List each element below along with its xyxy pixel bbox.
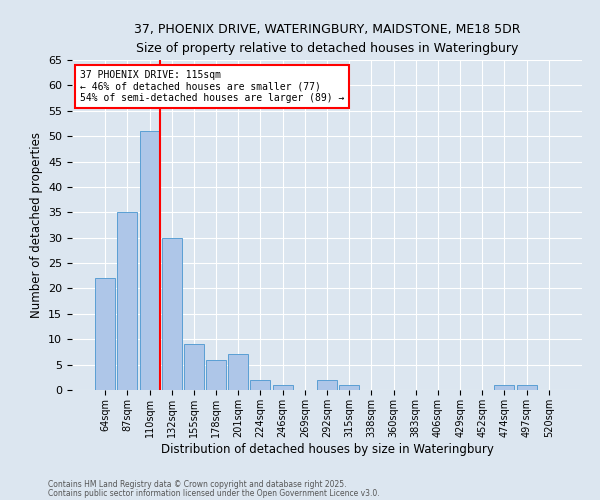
Bar — [517, 385, 536, 390]
Title: 37, PHOENIX DRIVE, WATERINGBURY, MAIDSTONE, ME18 5DR
Size of property relative t: 37, PHOENIX DRIVE, WATERINGBURY, MAIDSTO… — [134, 22, 520, 54]
Bar — [250, 380, 271, 390]
Bar — [272, 385, 293, 390]
Bar — [206, 360, 226, 390]
Bar — [162, 238, 182, 390]
X-axis label: Distribution of detached houses by size in Wateringbury: Distribution of detached houses by size … — [161, 442, 493, 456]
Bar — [95, 278, 115, 390]
Bar — [140, 131, 160, 390]
Text: 37 PHOENIX DRIVE: 115sqm
← 46% of detached houses are smaller (77)
54% of semi-d: 37 PHOENIX DRIVE: 115sqm ← 46% of detach… — [80, 70, 344, 103]
Bar — [228, 354, 248, 390]
Bar — [317, 380, 337, 390]
Text: Contains HM Land Registry data © Crown copyright and database right 2025.: Contains HM Land Registry data © Crown c… — [48, 480, 347, 489]
Bar — [118, 212, 137, 390]
Bar — [494, 385, 514, 390]
Bar — [184, 344, 204, 390]
Text: Contains public sector information licensed under the Open Government Licence v3: Contains public sector information licen… — [48, 488, 380, 498]
Y-axis label: Number of detached properties: Number of detached properties — [29, 132, 43, 318]
Bar — [339, 385, 359, 390]
